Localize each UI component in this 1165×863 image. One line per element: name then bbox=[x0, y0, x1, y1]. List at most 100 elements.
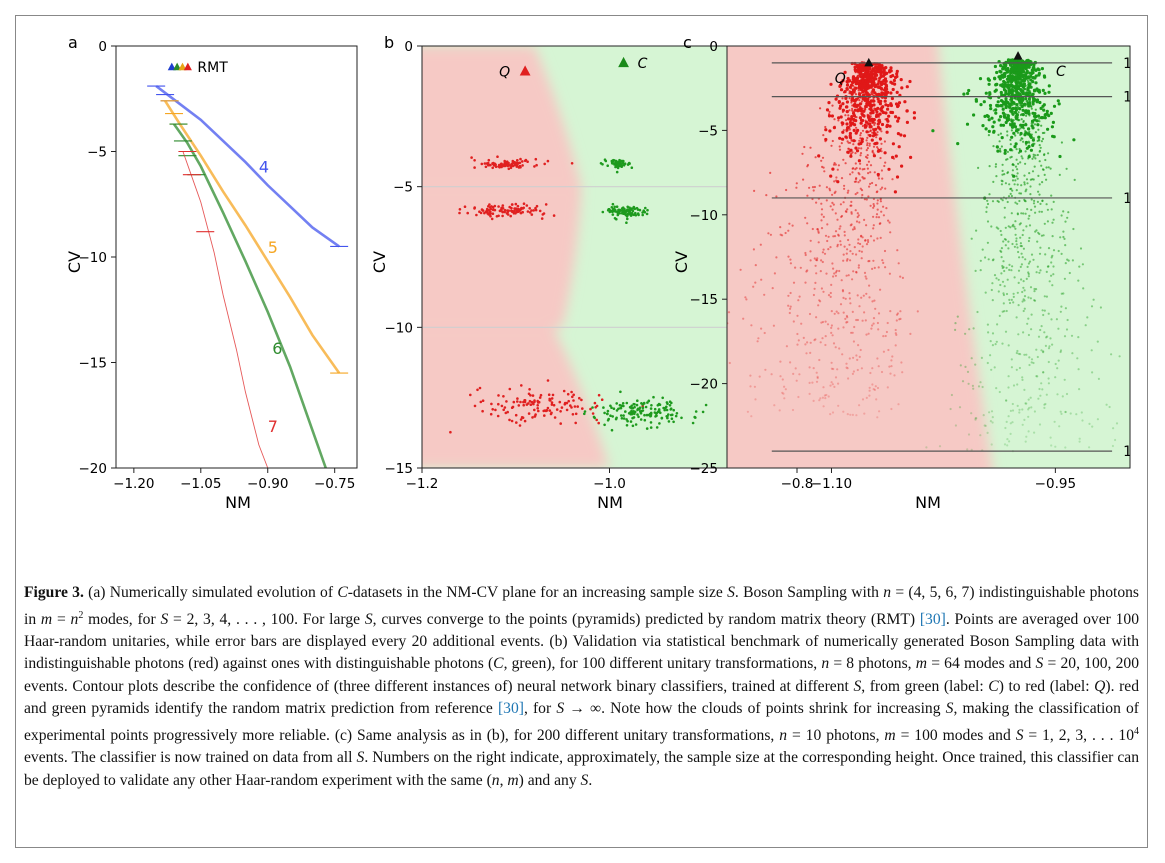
data-point bbox=[489, 207, 493, 211]
data-point bbox=[1033, 299, 1037, 302]
data-point bbox=[500, 162, 503, 166]
panel-b-ylabel: CV bbox=[370, 251, 389, 273]
data-point bbox=[838, 83, 843, 87]
data-point bbox=[532, 209, 535, 212]
citation-link[interactable]: [30] bbox=[497, 700, 524, 718]
caption-text: = (4, 5, 6, 7) indistinguishable photons… bbox=[24, 584, 1140, 628]
data-point bbox=[1044, 158, 1047, 162]
data-point bbox=[994, 343, 997, 346]
data-point bbox=[876, 321, 880, 325]
red-region bbox=[422, 186, 582, 328]
data-point bbox=[1005, 399, 1008, 402]
data-point bbox=[991, 344, 995, 347]
rmt-pyramid bbox=[167, 62, 176, 71]
citation-link[interactable]: [30] bbox=[919, 610, 946, 628]
data-point bbox=[1031, 170, 1035, 173]
data-point bbox=[840, 142, 843, 145]
data-point bbox=[830, 326, 833, 329]
data-point bbox=[1030, 198, 1033, 201]
data-point bbox=[1038, 120, 1041, 123]
data-point bbox=[841, 353, 844, 356]
data-point bbox=[830, 144, 833, 147]
data-point bbox=[1020, 184, 1023, 187]
data-point bbox=[1056, 393, 1059, 396]
data-point bbox=[1006, 83, 1011, 87]
data-point bbox=[984, 424, 987, 427]
data-point bbox=[831, 201, 834, 204]
data-point bbox=[873, 123, 876, 126]
data-point bbox=[1027, 83, 1031, 87]
data-point bbox=[483, 162, 487, 165]
data-point bbox=[1040, 234, 1043, 237]
data-point bbox=[824, 125, 827, 129]
data-point bbox=[1034, 131, 1037, 134]
data-point bbox=[1038, 160, 1041, 163]
data-point bbox=[833, 385, 836, 388]
data-point bbox=[853, 99, 857, 103]
data-point bbox=[1064, 220, 1067, 223]
data-point bbox=[1065, 167, 1068, 170]
data-point bbox=[1063, 378, 1066, 381]
data-point bbox=[644, 405, 648, 409]
data-point bbox=[515, 421, 518, 424]
data-point bbox=[1004, 92, 1008, 96]
data-point bbox=[837, 164, 841, 167]
data-point bbox=[885, 123, 890, 127]
data-point bbox=[858, 221, 861, 224]
data-point bbox=[829, 174, 833, 178]
data-point bbox=[1051, 120, 1055, 124]
data-point bbox=[620, 417, 624, 420]
data-point bbox=[840, 177, 844, 180]
data-point bbox=[1025, 146, 1029, 150]
data-point bbox=[986, 77, 990, 81]
caption-text: S bbox=[1035, 655, 1044, 673]
data-point bbox=[1010, 212, 1013, 215]
data-point bbox=[867, 260, 870, 263]
data-point bbox=[1016, 168, 1019, 171]
data-point bbox=[658, 403, 662, 407]
data-point bbox=[497, 402, 500, 406]
data-point bbox=[850, 204, 853, 207]
data-point bbox=[1065, 328, 1069, 331]
data-point bbox=[639, 412, 643, 415]
data-point bbox=[1014, 142, 1018, 146]
data-point bbox=[983, 424, 986, 427]
data-point bbox=[994, 111, 998, 115]
data-point bbox=[1017, 304, 1020, 307]
data-point bbox=[506, 213, 510, 216]
data-point bbox=[781, 391, 784, 394]
data-point bbox=[1063, 277, 1066, 280]
data-point bbox=[881, 186, 884, 189]
data-point bbox=[773, 404, 776, 407]
data-point bbox=[630, 409, 633, 413]
y-tick-label: −15 bbox=[385, 461, 414, 477]
data-point bbox=[843, 70, 847, 74]
data-point bbox=[863, 177, 866, 180]
data-point bbox=[986, 202, 990, 206]
data-point bbox=[536, 407, 539, 410]
data-point bbox=[1038, 210, 1041, 213]
data-point bbox=[854, 69, 858, 73]
data-point bbox=[808, 366, 811, 369]
rmt-label: Q bbox=[835, 71, 846, 87]
data-point bbox=[839, 303, 843, 306]
data-point bbox=[814, 264, 817, 267]
data-point bbox=[895, 90, 899, 94]
data-point bbox=[1000, 250, 1003, 253]
data-point bbox=[859, 162, 862, 165]
data-point bbox=[607, 208, 611, 211]
data-point bbox=[845, 122, 849, 126]
data-point bbox=[519, 400, 522, 404]
sample-size-exponent: 2 bbox=[1141, 189, 1147, 200]
data-point bbox=[1024, 111, 1028, 115]
data-point bbox=[986, 199, 989, 202]
data-point bbox=[990, 443, 993, 446]
data-point bbox=[837, 404, 840, 407]
data-point bbox=[863, 72, 867, 76]
data-point bbox=[506, 210, 510, 214]
data-point bbox=[967, 88, 971, 93]
x-tick-label: −1.10 bbox=[811, 476, 852, 492]
data-point bbox=[1003, 148, 1007, 153]
data-point bbox=[1023, 353, 1026, 356]
data-point bbox=[1078, 265, 1081, 268]
